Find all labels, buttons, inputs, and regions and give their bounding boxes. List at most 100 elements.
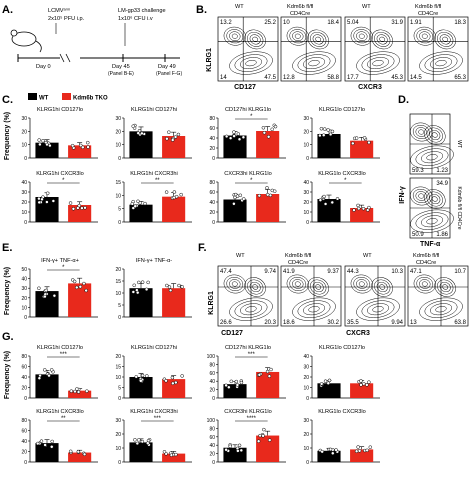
f-flow-plot-1: 41.9 9.37 18.6 30.2 <box>280 265 342 327</box>
quadrant-value: 9.74 <box>264 269 276 275</box>
bar-chart-c-2: CD127hi KLRG1lo 0 20 40 60 80 * <box>209 107 286 162</box>
data-point <box>146 280 150 285</box>
bar-tko <box>68 205 92 222</box>
y-tick-label: 50 <box>21 267 27 273</box>
data-point <box>37 138 41 142</box>
data-point <box>51 199 56 203</box>
data-point <box>143 201 147 206</box>
quadrant-value: 30.2 <box>327 320 339 326</box>
b-header-ko1-a: Kdm6b fl/fl <box>287 4 313 10</box>
panel-label-f: F. <box>198 242 207 254</box>
y-tick-label: 20 <box>303 375 309 381</box>
data-point <box>164 190 169 194</box>
data-point <box>76 390 81 394</box>
y-tick-label: 80 <box>209 116 215 122</box>
quadrant-value: 18.3 <box>454 20 466 26</box>
bar-chart-c-1: KLRG1hi CD127hi 0 10 20 30 <box>115 107 192 162</box>
y-tick-label: 20 <box>209 210 215 216</box>
data-point <box>238 193 243 198</box>
contour <box>226 276 244 292</box>
day49-label: Day 49 <box>158 64 176 70</box>
data-point <box>176 132 181 137</box>
contour <box>356 31 368 42</box>
significance-label: * <box>62 265 65 271</box>
data-point <box>351 141 355 146</box>
contour <box>437 279 454 295</box>
y-tick-label: 80 <box>21 354 27 360</box>
y-tick-label: 0 <box>212 156 215 162</box>
data-point <box>232 134 236 138</box>
legend-swatch-wt <box>28 93 37 100</box>
y-tick-label: 10 <box>303 210 309 216</box>
day45-note: (Panel B-E) <box>108 71 134 77</box>
y-tick-label: 10 <box>21 143 27 149</box>
significance-label: * <box>62 178 65 184</box>
y-tick-label: 40 <box>209 443 215 449</box>
day49-note: (Panel F-G) <box>156 71 182 77</box>
data-point <box>40 197 44 202</box>
quadrant-value: 25.2 <box>264 20 276 26</box>
contour <box>356 297 400 321</box>
legend: WT Kdm6b TKO <box>28 93 108 102</box>
chart-title: KLRG1hi CXCR3hi <box>130 171 178 177</box>
quadrant-value: 10.3 <box>391 269 403 275</box>
y-tick-label: 0 <box>212 396 215 402</box>
data-point <box>38 142 42 147</box>
y-tick-label: 40 <box>21 180 27 186</box>
contour <box>437 31 454 47</box>
chart-title: KLRG1lo CD127lo <box>319 345 365 351</box>
data-point <box>37 196 41 201</box>
significance-label: ** <box>61 416 66 422</box>
bar-wt <box>129 442 153 462</box>
data-point <box>171 381 175 386</box>
contour <box>415 148 449 166</box>
data-point <box>234 379 239 384</box>
y-tick-label: 15 <box>115 365 121 371</box>
contour <box>415 212 449 230</box>
data-point <box>265 369 270 374</box>
y-tick-label: 30 <box>21 116 27 122</box>
contour <box>239 303 263 316</box>
quadrant-value: 58.8 <box>327 75 339 81</box>
contour <box>419 51 463 75</box>
contour <box>424 54 458 72</box>
chart-title: KLRG1lo CD127lo <box>319 107 365 113</box>
data-point <box>236 449 240 453</box>
contour <box>245 306 257 313</box>
contour <box>292 31 304 42</box>
data-point <box>170 138 175 142</box>
data-point <box>45 142 49 147</box>
contour <box>376 34 388 45</box>
bar-chart-g-6: CXCR3hi KLRG1lo 0 20 40 60 80 100 **** <box>207 409 286 466</box>
b-ylabel: KLRG1 <box>206 48 213 72</box>
quadrant-value: 47.4 <box>220 269 232 275</box>
y-tick-label: 20 <box>303 432 309 438</box>
bar-chart-g-4: KLRG1hi CXCR3lo 0 20 40 60 80 ** <box>21 409 98 466</box>
data-point <box>352 208 356 212</box>
bar-chart-g-7: KLRG1lo CXCR3lo 0 10 20 30 <box>303 409 380 466</box>
data-point <box>335 197 340 201</box>
data-point <box>42 368 47 372</box>
data-point <box>83 206 87 210</box>
contour <box>302 303 326 316</box>
data-point <box>367 205 371 210</box>
contour <box>415 127 427 137</box>
data-point <box>132 283 136 288</box>
y-tick-label: 0 <box>306 396 309 402</box>
contour <box>420 215 444 228</box>
panel-label-g: G. <box>2 331 14 343</box>
data-point <box>139 379 143 383</box>
y-tick-label: 30 <box>303 418 309 424</box>
data-point <box>136 131 141 135</box>
contour <box>412 188 430 204</box>
contour <box>292 297 336 321</box>
data-point <box>326 381 331 385</box>
data-point <box>262 427 266 432</box>
data-point <box>145 374 149 378</box>
data-point <box>37 376 42 380</box>
bar-chart-e-1: IFN-γ+ TNF-α- 0 5 10 15 20 <box>115 258 192 321</box>
y-tick-label: 10 <box>21 210 27 216</box>
data-point <box>68 449 73 454</box>
plot-frame <box>280 265 342 327</box>
mouse-icon <box>10 29 42 53</box>
